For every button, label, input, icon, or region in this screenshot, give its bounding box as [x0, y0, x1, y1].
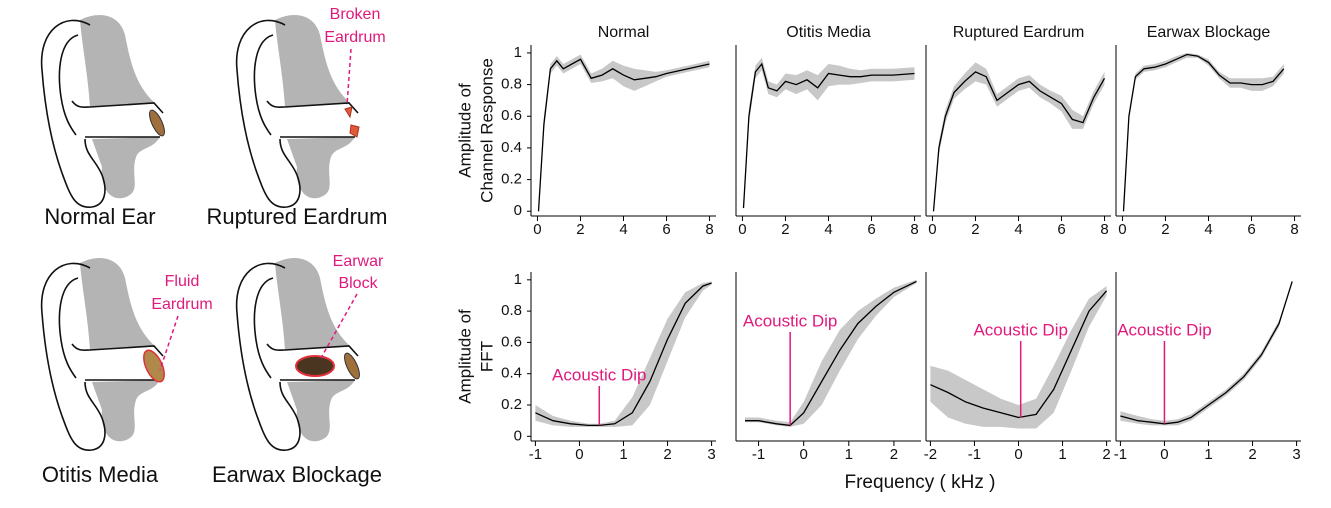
x-tick-label: 0	[928, 221, 936, 238]
ear-note: Earwar	[333, 253, 384, 270]
x-tick-label: 2	[1102, 446, 1110, 463]
ear-note: Fluid	[165, 273, 200, 290]
ear-earwax: Earwar Block	[235, 253, 384, 451]
line	[1120, 281, 1293, 425]
y-axis-label: FFT	[477, 341, 496, 372]
ear-otitis: Fluid Eardrum	[40, 257, 213, 451]
ear-normal	[40, 14, 165, 208]
x-tick-label: 1	[1204, 446, 1212, 463]
ear-note: Eardrum	[151, 296, 212, 313]
line	[535, 282, 712, 427]
confidence-band	[1123, 52, 1284, 212]
confidence-band	[745, 279, 917, 427]
line	[932, 71, 1106, 212]
line	[537, 58, 710, 212]
x-tick-label: 0	[1118, 221, 1126, 238]
confidence-band	[930, 286, 1107, 429]
chart-title: Ruptured Eardrum	[953, 24, 1085, 41]
x-tick-label: -2	[924, 446, 937, 463]
y-tick-label: 0.6	[501, 107, 522, 124]
x-tick-label: 3	[707, 446, 715, 463]
confidence-band	[535, 281, 712, 427]
x-tick-label: 2	[576, 221, 584, 238]
x-tick-label: 2	[663, 446, 671, 463]
x-tick-label: 8	[705, 221, 713, 238]
y-tick-label: 0.4	[501, 139, 522, 156]
x-tick-label: 6	[1057, 221, 1065, 238]
x-tick-label: 8	[1100, 221, 1108, 238]
x-tick-label: 2	[1248, 446, 1256, 463]
annotation-label: Acoustic Dip	[1117, 320, 1211, 339]
y-tick-label: 0	[514, 427, 522, 444]
annotation-label: Acoustic Dip	[552, 365, 646, 384]
x-tick-label: 8	[910, 221, 918, 238]
confidence-band	[743, 57, 915, 209]
ear-label: Normal Ear	[44, 204, 155, 229]
x-tick-label: 0	[738, 221, 746, 238]
ear-label: Otitis Media	[42, 462, 159, 487]
x-tick-label: 2	[971, 221, 979, 238]
x-tick-label: 0	[575, 446, 583, 463]
ear-note: Block	[338, 275, 378, 292]
y-tick-label: 0.2	[501, 171, 522, 188]
x-tick-label: 4	[1204, 221, 1212, 238]
x-tick-label: 2	[890, 446, 898, 463]
y-tick-label: 0.8	[501, 302, 522, 319]
x-tick-label: 0	[533, 221, 541, 238]
y-tick-label: 0.4	[501, 365, 522, 382]
x-tick-label: 6	[867, 221, 875, 238]
x-tick-label: 0	[1014, 446, 1022, 463]
x-tick-label: 0	[800, 446, 808, 463]
ear-ruptured: Broken Eardrum	[235, 6, 386, 208]
y-axis-label: Channel Response	[477, 58, 496, 203]
x-tick-label: 1	[1058, 446, 1066, 463]
y-tick-label: 1	[514, 44, 522, 61]
x-tick-label: -1	[968, 446, 981, 463]
x-tick-label: 2	[781, 221, 789, 238]
confidence-band	[933, 62, 1105, 212]
y-axis-label: Amplitude of	[455, 83, 474, 178]
x-tick-label: 8	[1290, 221, 1298, 238]
ear-label: Earwax Blockage	[212, 462, 382, 487]
x-tick-label: -1	[529, 446, 542, 463]
annotation-label: Acoustic Dip	[973, 320, 1067, 339]
y-axis-label: Amplitude of	[455, 309, 474, 404]
x-tick-label: 1	[619, 446, 627, 463]
y-tick-label: 1	[514, 271, 522, 288]
confidence-band	[1120, 281, 1293, 426]
y-tick-label: 0.6	[501, 333, 522, 350]
chart-title: Normal	[598, 24, 650, 41]
x-tick-label: 1	[845, 446, 853, 463]
x-axis-label: Frequency ( kHz )	[845, 472, 996, 493]
chart-title: Otitis Media	[786, 24, 871, 41]
x-tick-label: 0	[1160, 446, 1168, 463]
x-tick-label: 2	[1161, 221, 1169, 238]
confidence-band	[538, 54, 710, 212]
annotation-label: Acoustic Dip	[743, 311, 837, 330]
x-tick-label: 4	[1014, 221, 1022, 238]
ear-label: Ruptured Eardrum	[207, 204, 388, 229]
line	[745, 280, 917, 427]
x-tick-label: -1	[752, 446, 765, 463]
x-tick-label: 4	[619, 221, 627, 238]
ear-note: Broken	[330, 6, 381, 23]
x-tick-label: -1	[1114, 446, 1127, 463]
ear-note: Eardrum	[324, 29, 385, 46]
line	[1122, 53, 1285, 212]
y-tick-label: 0.2	[501, 396, 522, 413]
x-tick-label: 3	[1292, 446, 1300, 463]
x-tick-label: 6	[1247, 221, 1255, 238]
chart-title: Earwax Blockage	[1147, 24, 1271, 41]
x-tick-label: 4	[824, 221, 832, 238]
y-tick-label: 0	[514, 202, 522, 219]
y-tick-label: 0.8	[501, 76, 522, 93]
x-tick-label: 6	[662, 221, 670, 238]
line	[742, 62, 915, 209]
line	[930, 290, 1108, 419]
